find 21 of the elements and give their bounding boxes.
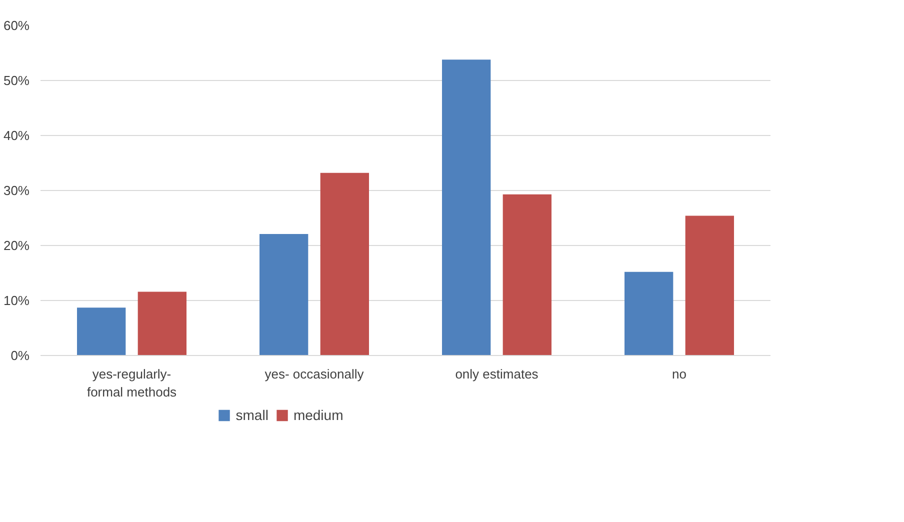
x-tick-label: no [672,366,686,382]
bar [502,194,552,356]
legend-label: medium [293,407,344,423]
x-tick-label: only estimates [455,366,539,382]
bar [77,308,126,356]
bar [260,234,308,356]
bar [624,272,674,356]
y-tick-label: 20% [3,238,30,253]
x-tick-label: yes-regularly- formal methods [86,366,178,400]
bar [685,216,734,356]
y-tick-label: 10% [3,293,30,308]
y-tick-label: 60% [3,18,30,33]
bar [442,60,491,356]
x-tick-label: yes- occasionally [264,366,364,382]
y-tick-label: 50% [3,73,30,88]
bar [138,292,186,356]
bar [320,172,369,356]
legend-label: small [236,407,268,423]
y-tick-label: 40% [3,128,30,143]
y-tick-label: 30% [3,183,30,198]
y-tick-label: 0% [10,348,30,363]
